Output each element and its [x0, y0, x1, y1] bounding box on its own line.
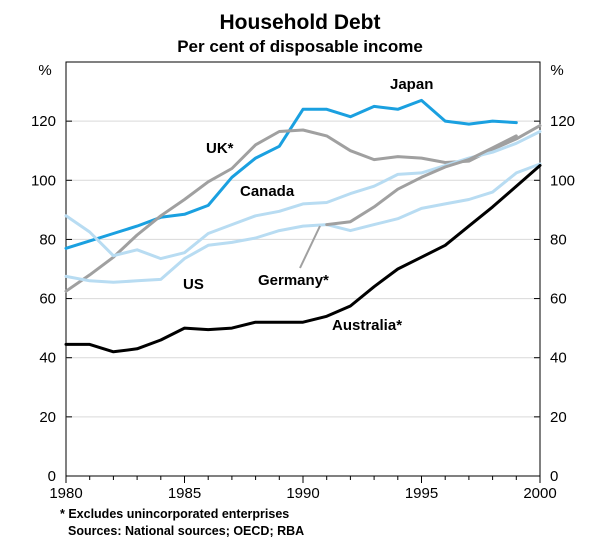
gridlines — [66, 120, 540, 418]
xtick-label-1990: 1990 — [286, 485, 319, 502]
ytick-label-left-20: 20 — [39, 409, 56, 426]
series-line-japan — [64, 98, 518, 250]
ytick-label-right-40: 40 — [550, 350, 567, 367]
ytick-label-right-120: 120 — [550, 113, 575, 130]
series-line-germany — [325, 134, 518, 227]
ytick-label-left-60: 60 — [39, 291, 56, 308]
series-line-australia — [64, 164, 542, 354]
ytick-label-right-100: 100 — [550, 172, 575, 189]
ytick-label-left-100: 100 — [31, 172, 56, 189]
series-lines — [64, 98, 542, 354]
y-unit-left: % — [38, 62, 51, 79]
ytick-label-right-80: 80 — [550, 231, 567, 248]
series-line-us — [64, 162, 542, 284]
series-label-germany: Germany* — [258, 272, 329, 289]
series-label-us: US — [183, 276, 204, 293]
ytick-label-left-40: 40 — [39, 350, 56, 367]
x-tick-labels: 1980 1985 1990 1995 2000 — [49, 485, 556, 502]
ytick-label-left-0: 0 — [48, 468, 56, 485]
y-unit-right: % — [550, 62, 563, 79]
sources-note: Sources: National sources; OECD; RBA — [68, 524, 304, 538]
ytick-label-left-120: 120 — [31, 113, 56, 130]
xtick-label-1985: 1985 — [168, 485, 201, 502]
ytick-label-right-0: 0 — [550, 468, 558, 485]
y-tick-labels: 0 0 20 20 40 40 60 60 80 80 100 100 120 120 — [31, 113, 575, 485]
xtick-label-1995: 1995 — [405, 485, 438, 502]
series-label-canada: Canada — [240, 183, 295, 200]
footnote: * Excludes unincorporated enterprises — [60, 507, 289, 521]
series-label-australia: Australia* — [332, 317, 402, 334]
ytick-label-right-60: 60 — [550, 291, 567, 308]
ytick-label-left-80: 80 — [39, 231, 56, 248]
series-label-uk: UK* — [206, 140, 234, 157]
chart-subtitle: Per cent of disposable income — [177, 37, 423, 56]
label-leader-lines — [299, 225, 321, 269]
chart-title: Household Debt — [220, 11, 381, 34]
axis-ticks — [65, 120, 541, 483]
ytick-label-right-20: 20 — [550, 409, 567, 426]
series-label-japan: Japan — [390, 76, 433, 93]
germany-label-leader — [299, 225, 321, 269]
xtick-label-2000: 2000 — [523, 485, 556, 502]
xtick-label-1980: 1980 — [49, 485, 82, 502]
